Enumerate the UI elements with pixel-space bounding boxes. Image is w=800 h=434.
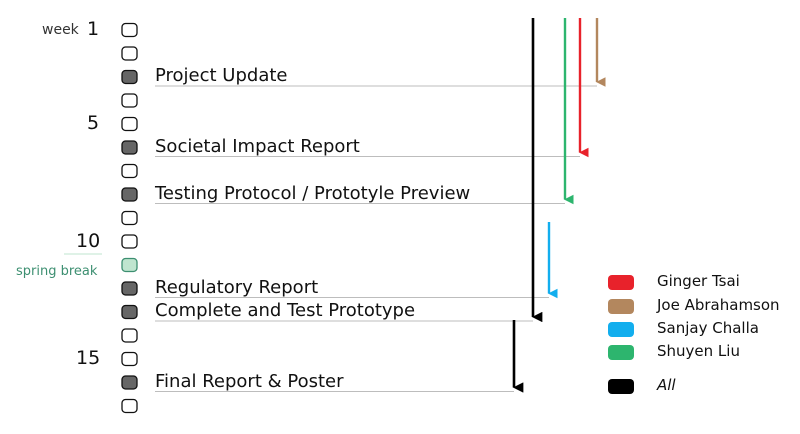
week-box-break: [121, 257, 138, 273]
legend-label: Shuyen Liu: [657, 342, 740, 360]
milestone-label: Regulatory Report: [155, 276, 319, 298]
week-number-label: 1: [87, 18, 100, 40]
week-box-deliverable: [121, 140, 138, 155]
legend-swatch: [608, 379, 634, 394]
milestone-label: Complete and Test Prototype: [155, 300, 416, 321]
legend-swatch: [608, 322, 634, 337]
week-box-deliverable: [121, 281, 138, 296]
week-number-label: 15: [76, 347, 101, 369]
milestone-label: Project Update: [155, 65, 288, 86]
week-box: [121, 163, 138, 179]
week-box-deliverable: [121, 69, 138, 85]
week-box: [121, 351, 138, 367]
week-box-deliverable: [121, 187, 138, 202]
week-box: [121, 22, 138, 38]
legend-label: Joe Abrahamson: [657, 296, 780, 314]
legend-label: Ginger Tsai: [657, 272, 740, 290]
week-number-label: 10: [76, 229, 101, 252]
milestone-label: Final Report & Poster: [155, 370, 344, 392]
week-box: [121, 46, 138, 61]
week-word-label: week: [42, 22, 79, 38]
week-box: [121, 398, 138, 414]
spring-break-label: spring break: [16, 264, 98, 279]
week-box: [121, 328, 138, 343]
week-box: [121, 210, 138, 226]
legend-swatch: [608, 345, 634, 360]
milestone-label: Societal Impact Report: [155, 135, 360, 157]
week-number-label: 5: [87, 112, 100, 134]
legend-label: Sanjay Challa: [657, 319, 759, 337]
week-box: [121, 234, 138, 249]
legend-swatch: [608, 299, 634, 314]
week-box-deliverable: [121, 375, 138, 390]
week-box-deliverable: [121, 304, 138, 320]
week-box: [121, 116, 138, 132]
milestone-label: Testing Protocol / Prototyle Preview: [155, 182, 471, 204]
legend-swatch: [608, 275, 634, 290]
legend-label: All: [657, 376, 676, 394]
week-box: [121, 93, 138, 108]
